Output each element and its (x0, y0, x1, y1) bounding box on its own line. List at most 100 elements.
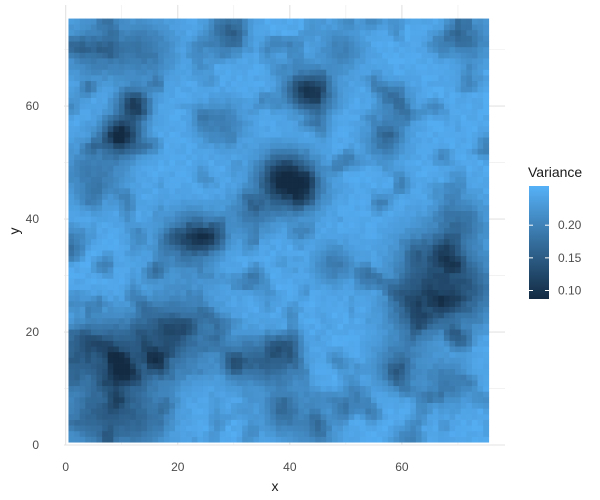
heatmap-tile (281, 317, 288, 324)
heatmap-tile (315, 227, 321, 234)
heatmap-tile (354, 204, 361, 211)
heatmap-tile (449, 148, 456, 155)
heatmap-tile (264, 69, 271, 76)
heatmap-tile (219, 351, 226, 358)
heatmap-tile (348, 86, 355, 93)
heatmap-tile (236, 396, 243, 403)
heatmap-tile (449, 216, 456, 223)
heatmap-tile (264, 233, 271, 240)
heatmap-tile (146, 351, 153, 358)
heatmap-tile (202, 193, 209, 200)
heatmap-tile (320, 233, 327, 240)
heatmap-tile (455, 182, 462, 189)
heatmap-tile (259, 69, 265, 76)
heatmap-tile (102, 63, 109, 70)
heatmap-tile (410, 391, 417, 398)
heatmap-tile (191, 250, 198, 257)
heatmap-tile (298, 188, 305, 194)
heatmap-tile (365, 103, 372, 110)
heatmap-tile (287, 436, 293, 443)
heatmap-tile (460, 165, 467, 172)
heatmap-tile (331, 261, 338, 268)
heatmap-tile (230, 210, 237, 217)
heatmap-tile (107, 261, 114, 268)
heatmap-tile (146, 255, 153, 262)
heatmap-tile (376, 419, 383, 426)
heatmap-tile (214, 142, 221, 149)
heatmap-tile (163, 142, 170, 149)
heatmap-tile (74, 284, 81, 291)
heatmap-tile (158, 75, 165, 82)
heatmap-tile (354, 317, 361, 324)
heatmap-tile (303, 221, 310, 228)
heatmap-tile (102, 306, 109, 313)
heatmap-tile (337, 357, 344, 364)
heatmap-tile (354, 244, 361, 251)
heatmap-tile (348, 108, 355, 115)
heatmap-tile (343, 204, 350, 211)
heatmap-tile (359, 425, 366, 432)
heatmap-tile (208, 238, 215, 245)
heatmap-tile (118, 267, 125, 274)
heatmap-tile (118, 329, 125, 336)
heatmap-tile (455, 227, 462, 234)
heatmap-tile (270, 193, 277, 200)
heatmap-tile (315, 357, 321, 364)
heatmap-tile (186, 148, 193, 155)
heatmap-tile (259, 120, 265, 127)
heatmap-tile (191, 227, 198, 234)
heatmap-tile (348, 391, 355, 398)
heatmap-tile (354, 272, 361, 279)
heatmap-tile (247, 272, 254, 279)
heatmap-tile (471, 69, 478, 76)
heatmap-tile (253, 436, 260, 443)
heatmap-tile (152, 323, 159, 330)
heatmap-tile (242, 312, 249, 319)
heatmap-tile (202, 142, 209, 149)
heatmap-tile (421, 380, 428, 387)
heatmap-tile (399, 323, 406, 330)
heatmap-tile (309, 120, 316, 127)
heatmap-tile (169, 267, 176, 274)
heatmap-tile (208, 312, 215, 319)
heatmap-tile (275, 413, 282, 420)
heatmap-tile (309, 91, 316, 98)
heatmap-tile (477, 204, 484, 211)
heatmap-tile (242, 374, 249, 381)
heatmap-tile (415, 351, 422, 358)
heatmap-tile (202, 233, 209, 240)
heatmap-tile (247, 284, 254, 291)
heatmap-tile (393, 165, 400, 172)
heatmap-tile (410, 148, 417, 155)
heatmap-tile (410, 408, 417, 415)
heatmap-tile (415, 250, 422, 257)
heatmap-tile (438, 244, 445, 251)
heatmap-tile (158, 408, 165, 415)
heatmap-tile (152, 396, 159, 403)
heatmap-tile (337, 329, 344, 336)
heatmap-tile (230, 250, 237, 257)
heatmap-tile (432, 430, 439, 437)
heatmap-tile (281, 193, 288, 200)
heatmap-tile (197, 436, 204, 443)
heatmap-tile (163, 86, 170, 93)
heatmap-tile (455, 374, 462, 381)
heatmap-tile (85, 154, 92, 161)
heatmap-tile (365, 323, 372, 330)
heatmap-tile (197, 317, 204, 324)
heatmap-tile (326, 391, 333, 398)
heatmap-tile (331, 346, 338, 353)
heatmap-tile (427, 346, 434, 353)
heatmap-tile (376, 334, 383, 341)
heatmap-tile (90, 261, 97, 268)
heatmap-tile (371, 402, 378, 409)
heatmap-tile (264, 278, 271, 285)
heatmap-tile (404, 176, 411, 183)
heatmap-tile (292, 278, 299, 285)
heatmap-tile (320, 69, 327, 76)
heatmap-tile (298, 69, 305, 76)
heatmap-tile (141, 142, 148, 149)
heatmap-tile (326, 182, 333, 189)
heatmap-tile (477, 425, 484, 432)
heatmap-tile (371, 436, 378, 443)
